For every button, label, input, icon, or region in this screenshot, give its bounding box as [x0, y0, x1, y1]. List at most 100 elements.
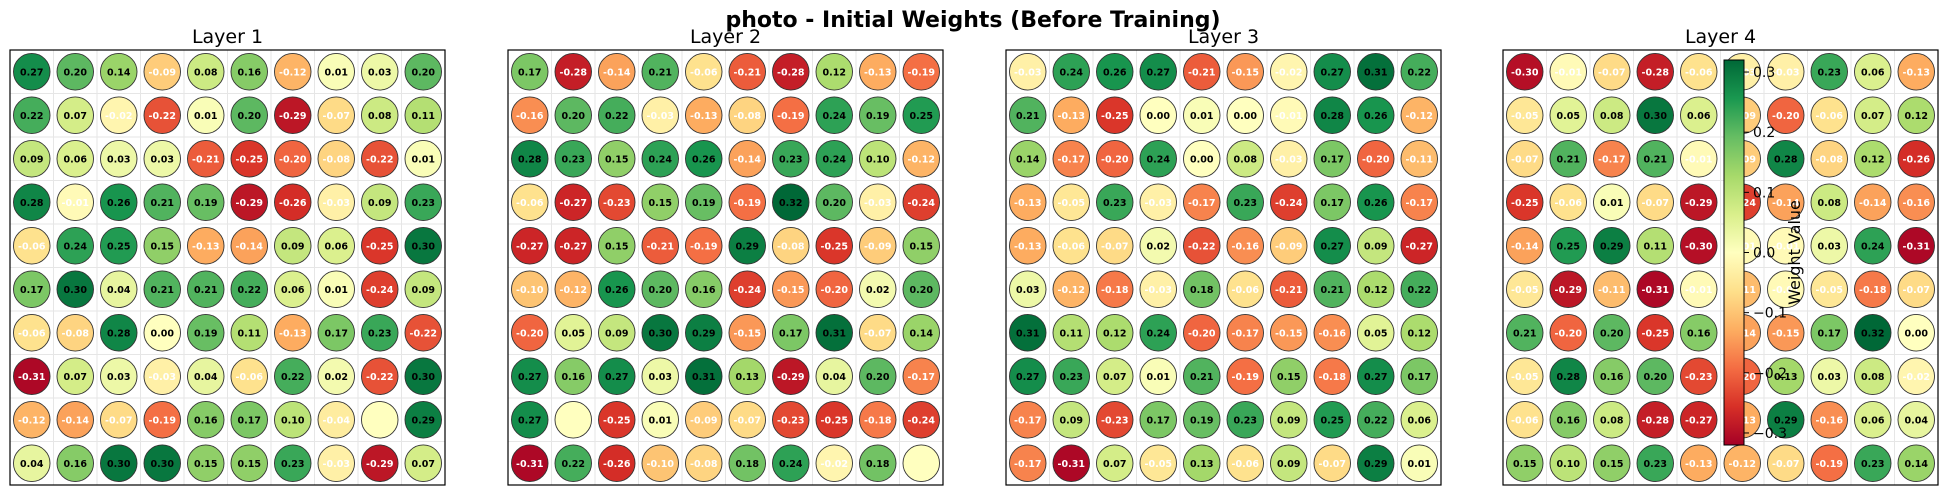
weight-node	[1854, 444, 1892, 482]
weight-node	[511, 270, 549, 308]
weight-label: 0.27	[1321, 67, 1344, 78]
weight-node	[1897, 314, 1935, 352]
weight-node	[1897, 444, 1935, 482]
weight-label: -0.07	[1598, 67, 1625, 78]
weight-label: 0.07	[1103, 372, 1126, 383]
weight-node	[1400, 444, 1438, 482]
weight-node	[1052, 314, 1090, 352]
weight-node	[1767, 140, 1805, 178]
weight-node	[317, 183, 355, 221]
weight-label: -0.01	[1772, 241, 1799, 252]
weight-node	[1680, 401, 1718, 439]
weight-label: -0.20	[1772, 111, 1800, 122]
weight-node	[1400, 401, 1438, 439]
weight-label: 0.08	[1600, 415, 1624, 426]
weight-label: 0.01	[649, 415, 672, 426]
weight-node	[772, 140, 810, 178]
weight-label: 0.21	[649, 67, 672, 78]
weight-node	[1680, 96, 1718, 134]
weight-label: -0.10	[647, 459, 675, 470]
weight-label: -0.03	[864, 198, 891, 209]
weight-label: -0.15	[1772, 328, 1799, 339]
weight-node	[404, 53, 442, 91]
weight-node	[598, 140, 636, 178]
weight-node	[1506, 96, 1544, 134]
weight-label: 0.17	[1321, 154, 1344, 165]
weight-node	[1506, 53, 1544, 91]
weight-node	[728, 140, 766, 178]
weight-label: -0.15	[1275, 328, 1302, 339]
weight-label: 0.09	[1364, 241, 1387, 252]
weight-node	[1313, 444, 1351, 482]
weight-label: -0.17	[1058, 154, 1085, 165]
weight-node	[13, 314, 51, 352]
weight-node	[1680, 227, 1718, 265]
weight-node	[361, 227, 399, 265]
weight-node	[13, 140, 51, 178]
weight-node	[1593, 401, 1631, 439]
weight-label: 0.18	[866, 459, 890, 470]
weight-label: -0.20	[516, 328, 544, 339]
weight-label: 0.12	[1103, 328, 1126, 339]
weight-node	[187, 270, 225, 308]
weight-node	[772, 270, 810, 308]
weight-node	[554, 96, 592, 134]
weight-node	[1810, 53, 1848, 91]
weight-label: 0.22	[1408, 67, 1431, 78]
weight-label: -0.12	[1406, 111, 1433, 122]
weight-node	[1226, 270, 1264, 308]
weight-node	[404, 357, 442, 395]
weight-label: -0.05	[1145, 459, 1172, 470]
weight-label: 0.03	[107, 154, 130, 165]
weight-label: 0.07	[64, 111, 87, 122]
weight-label: -0.01	[62, 198, 89, 209]
weight-node	[1357, 227, 1395, 265]
weight-label: -0.02	[1275, 67, 1302, 78]
weight-node	[902, 401, 940, 439]
weight-label: 0.14	[910, 328, 934, 339]
weight-label: 0.22	[238, 285, 261, 296]
weight-label: -0.07	[734, 415, 761, 426]
weight-node	[56, 444, 94, 482]
colorbar-tick-label: −0.2	[1753, 366, 1787, 382]
weight-node	[641, 96, 679, 134]
weight-node	[554, 401, 592, 439]
weight-label: -0.13	[1903, 67, 1930, 78]
weight-node	[274, 401, 312, 439]
weight-node	[859, 53, 897, 91]
weight-label: 0.17	[20, 285, 43, 296]
weight-label: 0.10	[866, 154, 890, 165]
weight-node	[1810, 401, 1848, 439]
weight-label: 0.27	[1364, 372, 1387, 383]
weight-node	[902, 183, 940, 221]
weight-node	[1767, 227, 1805, 265]
weight-label: 0.03	[368, 67, 391, 78]
weight-node	[511, 444, 549, 482]
weight-label: -0.31	[1903, 241, 1930, 252]
weight-node	[1096, 140, 1134, 178]
weight-node	[1680, 444, 1718, 482]
weight-node	[815, 270, 853, 308]
weight-node	[902, 444, 940, 482]
weight-label: -0.06	[516, 198, 544, 209]
weight-label: -0.16	[1319, 328, 1347, 339]
weight-label: 0.15	[1277, 372, 1300, 383]
weight-label: -0.13	[1014, 198, 1041, 209]
weight-label: 0.16	[692, 285, 716, 296]
weight-label: 0.24	[1147, 328, 1171, 339]
weight-node	[274, 270, 312, 308]
weight-node	[1313, 140, 1351, 178]
weight-node	[100, 401, 138, 439]
weight-label: 0.14	[107, 67, 131, 78]
weight-label: 0.28	[518, 154, 542, 165]
weight-label: 0.17	[518, 67, 541, 78]
weight-label: 0.09	[605, 328, 628, 339]
weight-label: 0.19	[194, 328, 217, 339]
layer-panel-1: Layer 1 0.27 0.20 0.14 -0.09 0.08 0.16 -0.12 0.0…	[9, 26, 446, 486]
weight-node	[1854, 357, 1892, 395]
weight-label: 0.19	[1190, 415, 1213, 426]
weight-label: 0.21	[1016, 111, 1039, 122]
weight-label: -0.31	[1058, 459, 1085, 470]
weight-label: -0.21	[192, 154, 219, 165]
weight-label: 0.26	[605, 285, 629, 296]
